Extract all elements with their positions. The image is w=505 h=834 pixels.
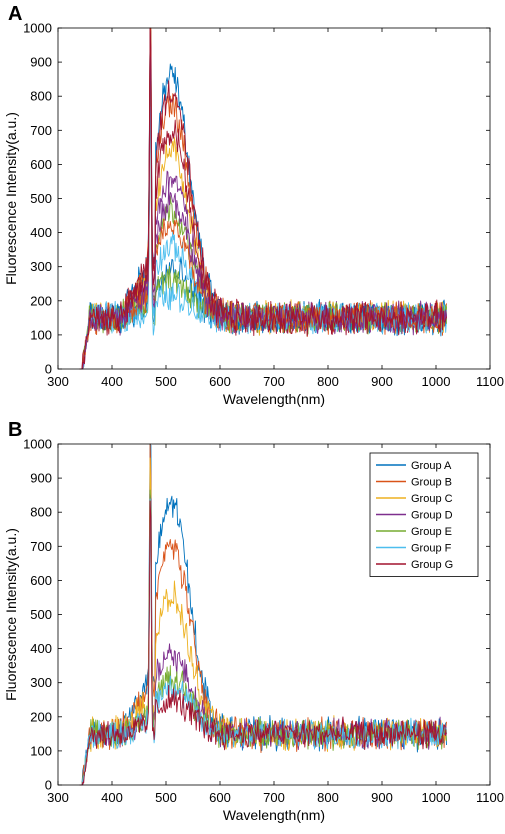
y-tick-label: 900 (30, 471, 52, 486)
legend-label: Group D (411, 510, 453, 522)
y-tick-label: 100 (30, 327, 52, 342)
y-tick-label: 700 (30, 539, 52, 554)
y-tick-label: 800 (30, 505, 52, 520)
x-tick-label: 600 (209, 374, 231, 389)
x-tick-label: 500 (155, 790, 177, 805)
y-tick-label: 1000 (23, 437, 52, 452)
x-axis-label: Wavelength(nm) (223, 391, 325, 407)
y-tick-label: 600 (30, 157, 52, 172)
y-tick-label: 0 (45, 778, 52, 793)
x-tick-label: 500 (155, 374, 177, 389)
y-axis-label: Fluorescence Intensity(a.u.) (3, 528, 19, 701)
panel-label: B (8, 419, 22, 441)
y-tick-label: 0 (45, 362, 52, 377)
x-tick-label: 1100 (476, 790, 504, 805)
x-tick-label: 300 (47, 374, 69, 389)
y-tick-label: 400 (30, 641, 52, 656)
y-tick-label: 700 (30, 123, 52, 138)
series-line-12 (79, 28, 447, 370)
x-tick-label: 600 (209, 790, 231, 805)
x-tick-label: 1000 (422, 374, 451, 389)
panel-b: B 300 400 500 600 700 800 900 1000 1100 0 100 200 300… (3, 419, 504, 823)
x-tick-label: 900 (371, 790, 393, 805)
x-tick-label: 1100 (476, 374, 504, 389)
x-tick-label: 700 (263, 790, 285, 805)
y-tick-label: 900 (30, 55, 52, 70)
y-tick-label: 800 (30, 89, 52, 104)
panel-a: A 300 400 500 600 700 800 900 1000 1100 0 100 200 300… (3, 3, 504, 407)
x-tick-label: 900 (371, 374, 393, 389)
y-tick-label: 200 (30, 709, 52, 724)
x-tick-label: 1000 (422, 790, 451, 805)
y-tick-label: 200 (30, 293, 52, 308)
legend: Group A Group B Group C Group D Group E Group… (369, 452, 479, 577)
legend-label: Group E (411, 526, 452, 538)
legend-label: Group G (411, 559, 453, 571)
y-tick-label: 600 (30, 573, 52, 588)
panel-label: A (8, 3, 22, 25)
y-tick-label: 500 (30, 191, 52, 206)
x-tick-label: 300 (47, 790, 69, 805)
series-line-11 (79, 56, 447, 370)
legend-label: Group C (411, 493, 453, 505)
y-tick-label: 300 (30, 675, 52, 690)
x-tick-label: 400 (101, 790, 123, 805)
x-axis-label: Wavelength(nm) (223, 807, 325, 823)
x-tick-label: 700 (263, 374, 285, 389)
y-axis-label: Fluorescence Intensity(a.u.) (3, 112, 19, 285)
legend-label: Group A (411, 460, 452, 472)
y-tick-label: 400 (30, 225, 52, 240)
legend-label: Group B (411, 477, 452, 489)
y-tick-label: 300 (30, 259, 52, 274)
y-tick-label: 100 (30, 743, 52, 758)
legend-label: Group F (411, 543, 452, 555)
x-tick-label: 800 (317, 790, 339, 805)
y-tick-label: 500 (30, 607, 52, 622)
x-tick-label: 400 (101, 374, 123, 389)
series-line-group-g (79, 500, 447, 786)
x-tick-label: 800 (317, 374, 339, 389)
y-tick-label: 1000 (23, 21, 52, 36)
